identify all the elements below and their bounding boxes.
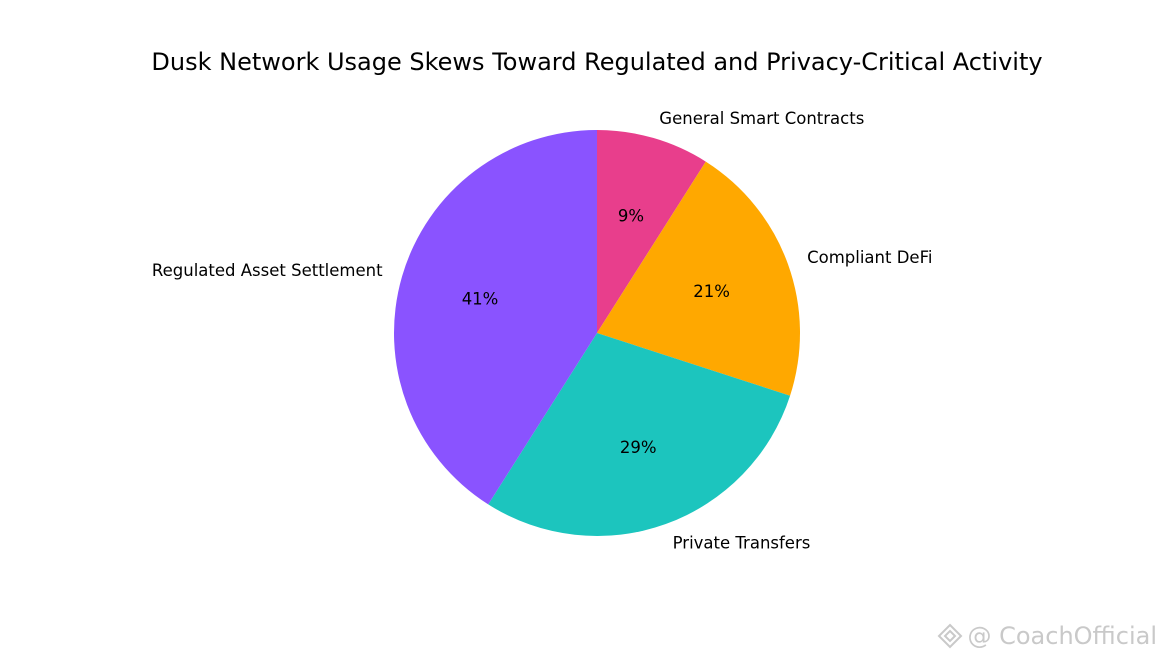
pie-category-label: Compliant DeFi: [807, 248, 932, 267]
pie-category-label: Regulated Asset Settlement: [152, 261, 383, 280]
pie-slice-regulated-asset-settlement: [393, 130, 597, 505]
pie-percent-label: 9%: [618, 207, 644, 226]
pie-labels: 9% General Smart Contracts 21% Compliant De…: [152, 109, 933, 553]
pie-slices: [393, 130, 800, 536]
pie-slice-compliant-defi: [597, 161, 800, 396]
pie-slice-general-smart-contracts: [597, 130, 706, 333]
watermark: @ CoachOfficial: [937, 622, 1157, 650]
watermark-text: @ CoachOfficial: [967, 622, 1157, 650]
chart-title: Dusk Network Usage Skews Toward Regulate…: [151, 48, 1042, 76]
pie-slice-private-transfers: [488, 333, 791, 536]
pie-percent-label: 21%: [693, 282, 730, 301]
pie-category-label: Private Transfers: [673, 534, 811, 553]
pie-category-label: General Smart Contracts: [659, 109, 864, 128]
binance-logo-icon: [938, 623, 963, 649]
pie-percent-label: 41%: [462, 290, 499, 309]
pie-percent-label: 29%: [620, 438, 657, 457]
